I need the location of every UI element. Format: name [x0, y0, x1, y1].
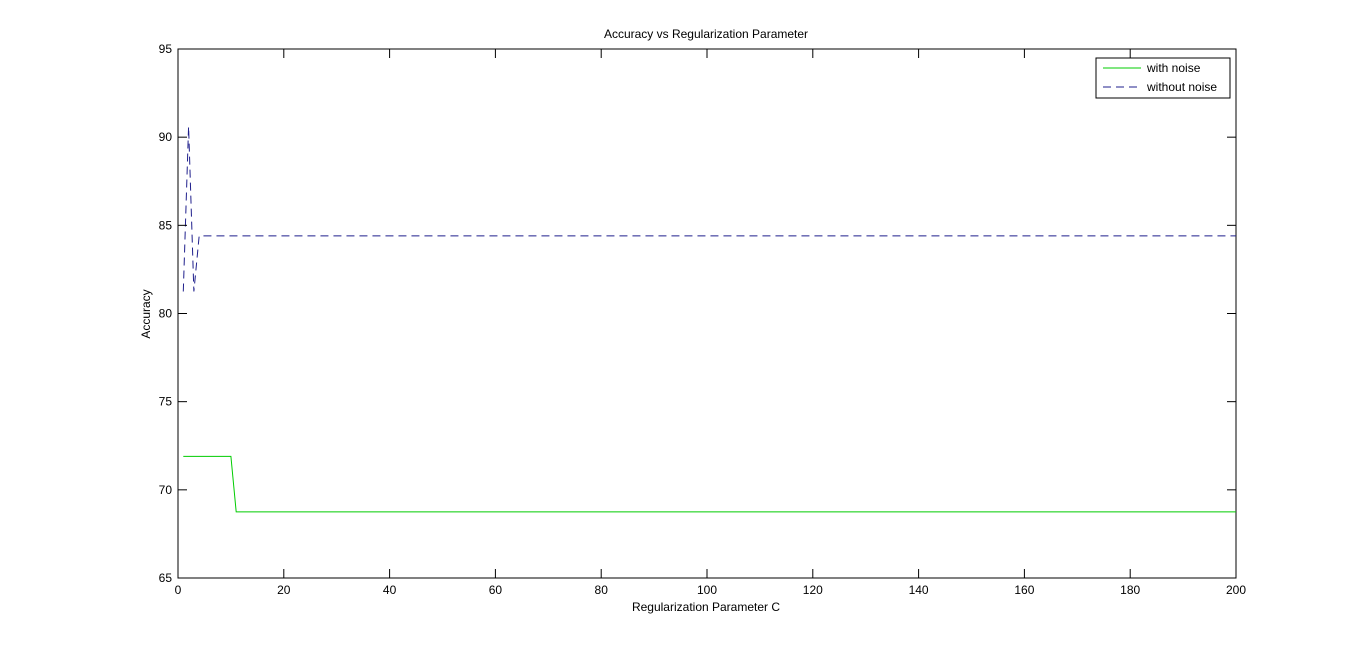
x-axis-label: Regularization Parameter C — [632, 600, 780, 614]
ticks-layer: 0 20 40 60 80 100 120 140 160 180 200 65 70 75 80 85 90 9… — [159, 42, 1247, 597]
y-tick-label: 95 — [159, 42, 173, 56]
x-tick-label: 40 — [383, 583, 397, 597]
legend-label-without-noise: without noise — [1146, 80, 1217, 94]
y-tick-label: 65 — [159, 571, 173, 585]
y-tick-label: 75 — [159, 395, 173, 409]
y-tick-label: 80 — [159, 307, 173, 321]
legend-box — [1095, 57, 1231, 99]
plot-area: 0 20 40 60 80 100 120 140 160 180 200 65 70 75 80 85 90 9… — [159, 42, 1247, 597]
plot-frame — [177, 48, 1237, 579]
x-tick-label: 160 — [1014, 583, 1034, 597]
legend-label-with-noise: with noise — [1146, 61, 1201, 75]
y-tick-label: 85 — [159, 218, 173, 232]
legend: with noise without noise — [1095, 57, 1231, 99]
x-tick-label: 100 — [697, 583, 717, 597]
x-tick-label: 200 — [1226, 583, 1246, 597]
x-tick-label: 140 — [909, 583, 929, 597]
chart-title: Accuracy vs Regularization Parameter — [604, 27, 808, 41]
y-tick-label: 90 — [159, 130, 173, 144]
x-tick-label: 0 — [175, 583, 182, 597]
x-tick-label: 20 — [277, 583, 291, 597]
y-tick-label: 70 — [159, 483, 173, 497]
x-tick-label: 180 — [1120, 583, 1140, 597]
x-tick-label: 80 — [595, 583, 609, 597]
series-line-without-noise — [182, 126, 1236, 292]
y-axis-label: Accuracy — [139, 289, 153, 338]
x-tick-label: 60 — [489, 583, 503, 597]
x-tick-label: 120 — [803, 583, 823, 597]
series-layer — [182, 126, 1236, 513]
series-line-with-noise — [183, 455, 1236, 513]
